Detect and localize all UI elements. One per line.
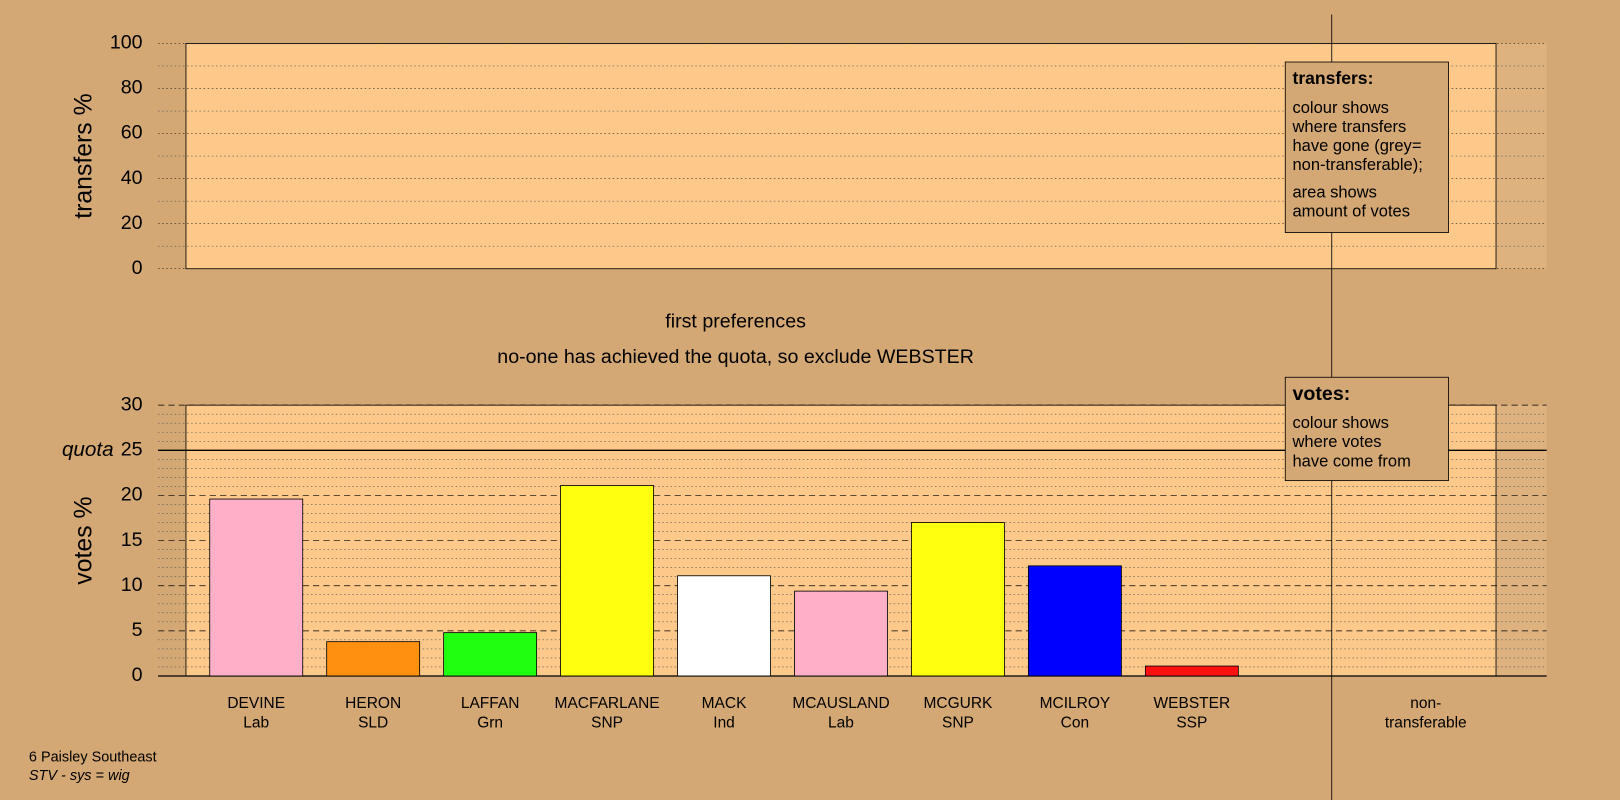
x-tick-sublabel: transferable [1385,715,1467,732]
y-tick-label: 5 [132,619,143,641]
y-tick-label: 0 [132,257,143,279]
bar [677,575,771,677]
bar [209,498,304,677]
chart-title: first preferences [665,311,806,333]
legend-text: area shows [1292,183,1376,202]
quota-label: quota [62,438,114,461]
y-axis-label: votes % [70,496,97,584]
footer-system: STV - sys = wig [29,768,130,784]
legend-text: non-transferable); [1292,155,1422,174]
chart-subtitle: no-one has achieved the quota, so exclud… [497,346,974,368]
footer-place: 6 Paisley Southeast [29,749,157,765]
legend-title: transfers: [1292,68,1373,88]
x-tick-sublabel: Lab [828,715,854,732]
x-tick-sublabel: SNP [591,715,623,732]
bar [1027,565,1122,677]
y-tick-label: 20 [121,484,143,506]
x-tick-sublabel: SLD [358,715,388,732]
legend-text: have gone (grey= [1292,136,1421,155]
y-tick-label: 60 [121,122,143,144]
x-tick-label: non- [1410,695,1441,712]
legend-text: colour shows [1292,413,1388,432]
x-tick-sublabel: Lab [243,715,269,732]
y-axis-label: transfers % [70,93,97,218]
x-tick-label: WEBSTER [1154,695,1231,712]
x-tick-sublabel: Con [1061,715,1089,732]
y-tick-label: 25 [121,438,143,460]
legend-text: where votes [1291,432,1381,451]
x-tick-label: MCGURK [924,695,994,712]
legend-box [1284,61,1449,233]
y-tick-label: 0 [132,664,143,686]
legend-text: colour shows [1292,98,1388,117]
x-tick-label: DEVINE [227,695,285,712]
right-shade [1496,43,1547,269]
x-tick-label: HERON [345,695,401,712]
y-tick-label: 15 [121,529,143,551]
bar [1144,665,1239,677]
legend-text: have come from [1292,451,1410,470]
x-tick-sublabel: Ind [713,715,735,732]
bar [911,522,1005,677]
y-tick-label: 10 [121,574,143,596]
y-tick-label: 100 [110,32,143,54]
x-tick-sublabel: Grn [477,715,503,732]
legend-title: votes: [1292,383,1350,405]
y-tick-label: 80 [121,77,143,99]
bar [560,485,654,677]
bar [443,632,538,677]
x-tick-label: LAFFAN [461,695,520,712]
legend-box [1284,376,1449,482]
x-tick-sublabel: SSP [1176,715,1207,732]
x-tick-label: MACK [702,695,747,712]
y-tick-label: 40 [121,167,143,189]
y-tick-label: 30 [121,393,143,415]
legend-text: where transfers [1291,117,1406,136]
x-tick-label: MCILROY [1040,695,1111,712]
legend-text: amount of votes [1292,202,1409,221]
bar [326,641,421,677]
x-tick-label: MCAUSLAND [792,695,889,712]
y-tick-label: 20 [121,212,143,234]
x-tick-sublabel: SNP [942,715,974,732]
x-tick-label: MACFARLANE [555,695,660,712]
bar [794,590,888,677]
